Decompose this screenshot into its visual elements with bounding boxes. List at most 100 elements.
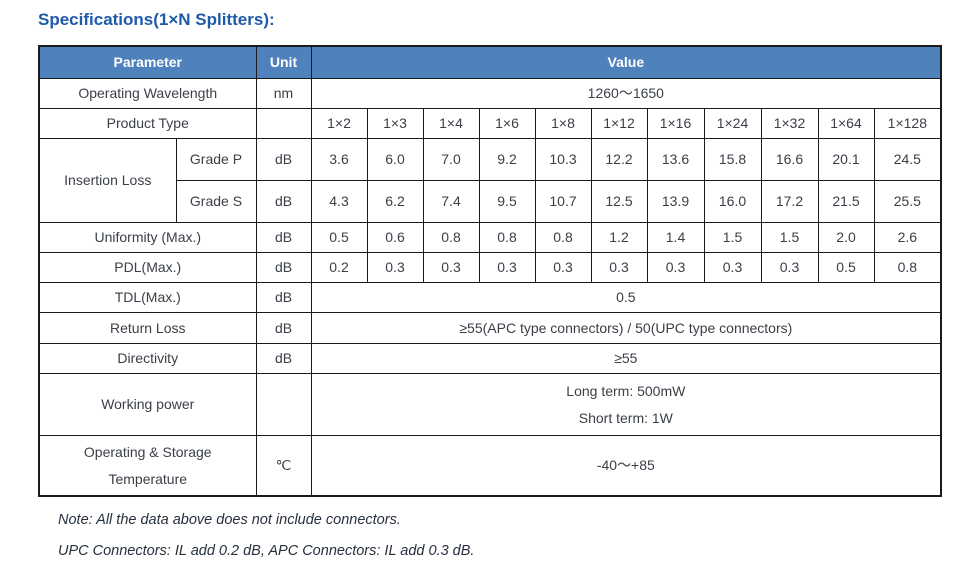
row-operating-wavelength: Operating Wavelength nm 1260～1650 bbox=[38, 77, 942, 109]
value-cell: 13.6 bbox=[646, 137, 705, 181]
unit-cell bbox=[255, 107, 312, 139]
product-type-cell: 1×16 bbox=[646, 107, 705, 139]
unit-cell: ℃ bbox=[255, 434, 312, 496]
value-cell: 0.3 bbox=[703, 251, 762, 283]
value-cell: 9.2 bbox=[478, 137, 536, 181]
unit-cell: dB bbox=[255, 179, 312, 223]
product-type-cell: 1×12 bbox=[590, 107, 648, 139]
product-type-cell: 1×64 bbox=[817, 107, 875, 139]
working-power-short-term: Short term: 1W bbox=[578, 409, 673, 426]
value-cell: 9.5 bbox=[478, 179, 536, 223]
product-type-cell: 1×6 bbox=[478, 107, 536, 139]
value-cell: 0.3 bbox=[478, 251, 536, 283]
value-cell: 0.3 bbox=[590, 251, 648, 283]
product-type-cell: 1×4 bbox=[422, 107, 480, 139]
grade-label: Grade P bbox=[175, 137, 257, 181]
value-cell: ≥55(APC type connectors) / 50(UPC type c… bbox=[310, 311, 942, 344]
value-cell: 0.8 bbox=[873, 251, 942, 283]
param-label: Product Type bbox=[38, 107, 257, 139]
value-cell: 0.8 bbox=[478, 221, 536, 253]
row-directivity: Directivity dB ≥55 bbox=[38, 342, 942, 374]
value-cell: 1.5 bbox=[703, 221, 762, 253]
col-header-value: Value bbox=[310, 45, 942, 79]
row-temperature: Operating & Storage Temperature ℃ -40～+8… bbox=[38, 434, 942, 496]
row-pdl: PDL(Max.) dB 0.2 0.3 0.3 0.3 0.3 0.3 0.3 0.3 0.3… bbox=[38, 251, 942, 283]
value-cell: ≥55 bbox=[310, 342, 942, 374]
product-type-cell: 1×2 bbox=[310, 107, 368, 139]
unit-cell: dB bbox=[255, 281, 312, 313]
value-cell: 0.3 bbox=[534, 251, 592, 283]
spec-table: Parameter Unit Value Operating Wavelengt… bbox=[38, 45, 943, 497]
value-cell: 0.5 bbox=[310, 281, 942, 313]
value-cell: 0.5 bbox=[310, 221, 368, 253]
col-header-parameter: Parameter bbox=[38, 45, 257, 79]
grade-label: Grade S bbox=[175, 179, 257, 223]
value-cell: 0.2 bbox=[310, 251, 368, 283]
footnotes: Note: All the data above does not includ… bbox=[58, 512, 962, 559]
param-label: Uniformity (Max.) bbox=[38, 221, 257, 253]
note-line-2: UPC Connectors: IL add 0.2 dB, APC Conne… bbox=[58, 542, 475, 559]
value-cell: 1260～1650 bbox=[310, 77, 942, 109]
value-cell: 0.3 bbox=[760, 251, 819, 283]
value-cell: 16.6 bbox=[760, 137, 819, 181]
value-cell: 0.3 bbox=[422, 251, 480, 283]
value-cell: 1.4 bbox=[646, 221, 705, 253]
value-cell: 1.5 bbox=[760, 221, 819, 253]
value-cell: 0.8 bbox=[422, 221, 480, 253]
row-working-power: Working power Long term: 500mW Short ter… bbox=[38, 372, 942, 436]
product-type-cell: 1×8 bbox=[534, 107, 592, 139]
value-cell: 20.1 bbox=[817, 137, 875, 181]
value-cell: Long term: 500mW Short term: 1W bbox=[310, 372, 942, 436]
value-cell: 13.9 bbox=[646, 179, 705, 223]
value-cell: 6.2 bbox=[366, 179, 424, 223]
row-product-type: Product Type 1×2 1×3 1×4 1×6 1×8 1×12 1×16 1×24… bbox=[38, 107, 942, 139]
param-label: Operating Wavelength bbox=[38, 77, 257, 109]
param-label: Working power bbox=[38, 372, 257, 436]
param-label: Operating & Storage Temperature bbox=[38, 434, 257, 496]
value-cell: 15.8 bbox=[703, 137, 762, 181]
value-cell: 6.0 bbox=[366, 137, 424, 181]
value-cell: 16.0 bbox=[703, 179, 762, 223]
param-label: TDL(Max.) bbox=[38, 281, 257, 313]
value-cell: 7.4 bbox=[422, 179, 480, 223]
value-cell: 25.5 bbox=[873, 179, 942, 223]
value-cell: -40～+85 bbox=[310, 434, 942, 496]
unit-cell: dB bbox=[255, 311, 312, 344]
table-header-row: Parameter Unit Value bbox=[38, 45, 942, 79]
value-cell: 1.2 bbox=[590, 221, 648, 253]
value-cell: 10.3 bbox=[534, 137, 592, 181]
product-type-cell: 1×32 bbox=[760, 107, 819, 139]
document-page: Specifications(1×N Splitters): Parameter… bbox=[38, 10, 962, 559]
working-power-long-term: Long term: 500mW bbox=[566, 382, 686, 399]
value-cell: 0.3 bbox=[646, 251, 705, 283]
value-cell: 4.3 bbox=[310, 179, 368, 223]
product-type-cell: 1×24 bbox=[703, 107, 762, 139]
param-label: Return Loss bbox=[38, 311, 257, 344]
value-cell: 2.6 bbox=[873, 221, 942, 253]
product-type-cell: 1×3 bbox=[366, 107, 424, 139]
value-cell: 0.5 bbox=[817, 251, 875, 283]
page-title: Specifications(1×N Splitters): bbox=[38, 10, 275, 29]
param-label: Directivity bbox=[38, 342, 257, 374]
unit-cell: dB bbox=[255, 221, 312, 253]
unit-cell: dB bbox=[255, 137, 312, 181]
value-cell: 10.7 bbox=[534, 179, 592, 223]
col-header-unit: Unit bbox=[255, 45, 312, 79]
row-uniformity: Uniformity (Max.) dB 0.5 0.6 0.8 0.8 0.8 1.2 1… bbox=[38, 221, 942, 253]
row-insertion-loss-grade-s: Grade S dB 4.3 6.2 7.4 9.5 10.7 12.5 13.9 16.0 1… bbox=[39, 179, 942, 223]
value-cell: 0.8 bbox=[534, 221, 592, 253]
unit-cell: dB bbox=[255, 251, 312, 283]
unit-cell bbox=[255, 372, 312, 436]
param-label-insertion-loss: Insertion Loss bbox=[38, 137, 177, 223]
value-cell: 2.0 bbox=[817, 221, 875, 253]
value-cell: 7.0 bbox=[422, 137, 480, 181]
row-tdl: TDL(Max.) dB 0.5 bbox=[38, 281, 942, 313]
unit-cell: dB bbox=[255, 342, 312, 374]
unit-cell: nm bbox=[255, 77, 312, 109]
value-cell: 21.5 bbox=[817, 179, 875, 223]
value-cell: 12.2 bbox=[590, 137, 648, 181]
param-label: PDL(Max.) bbox=[38, 251, 257, 283]
row-return-loss: Return Loss dB ≥55(APC type connectors) … bbox=[38, 311, 942, 344]
value-cell: 3.6 bbox=[310, 137, 368, 181]
value-cell: 0.6 bbox=[366, 221, 424, 253]
